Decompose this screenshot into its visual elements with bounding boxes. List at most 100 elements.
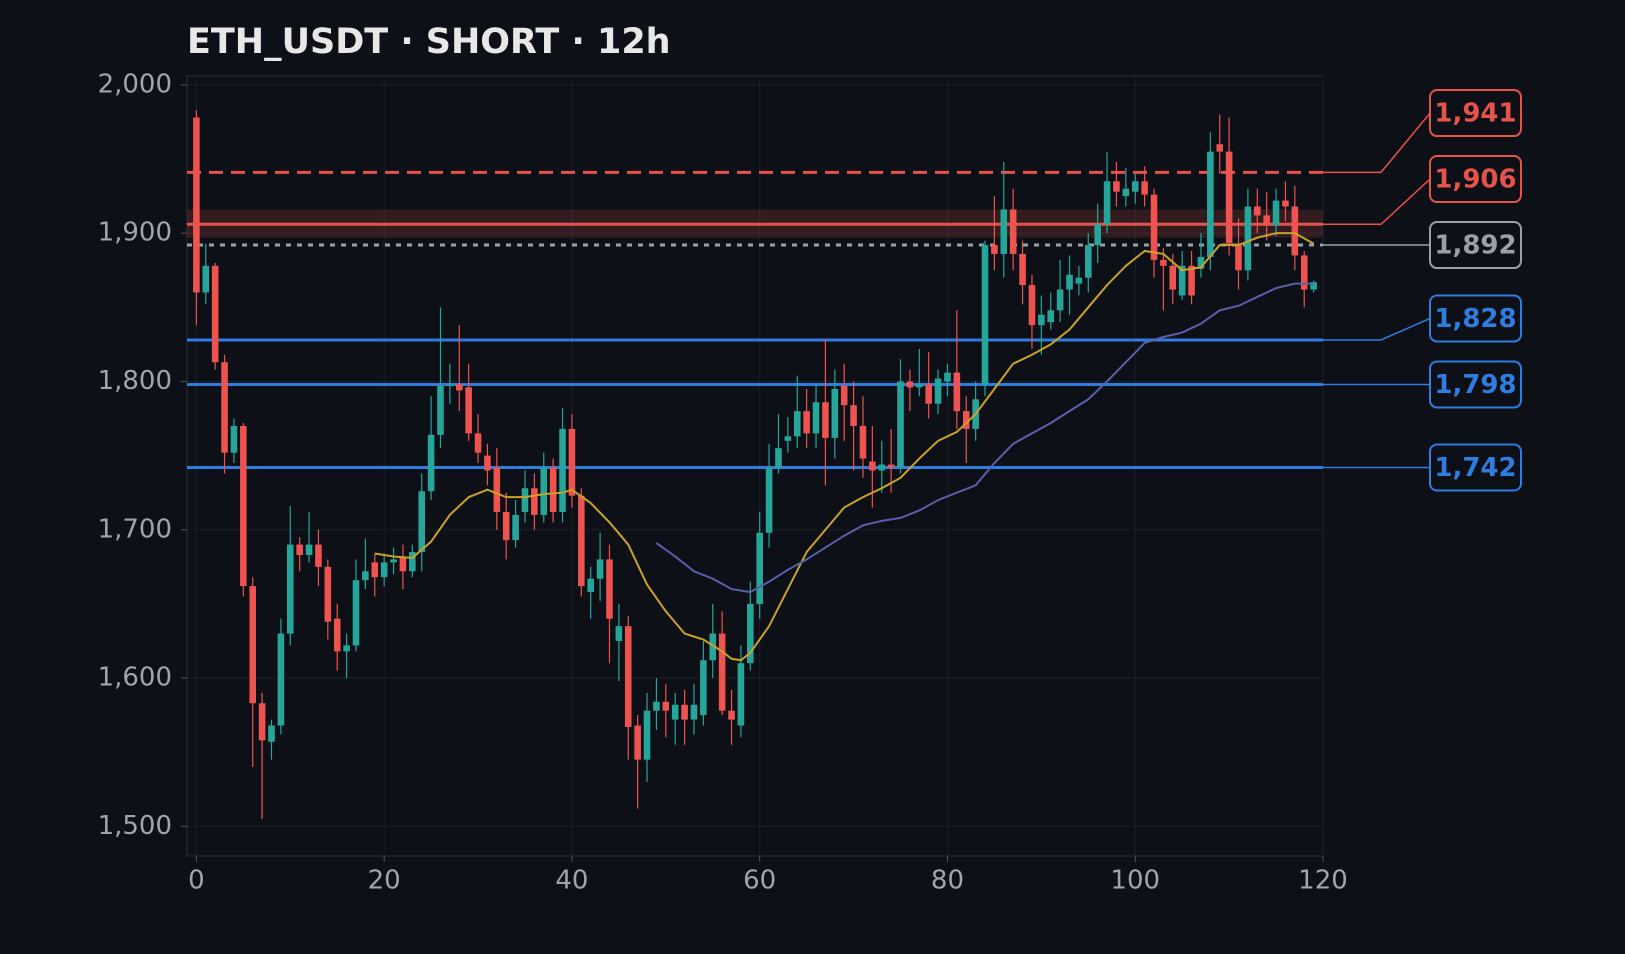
level-label: 1,798 bbox=[1434, 370, 1516, 400]
candle-body bbox=[512, 514, 519, 541]
candle-body bbox=[578, 495, 585, 587]
candle-body bbox=[1019, 253, 1026, 286]
level-label-box bbox=[1429, 443, 1522, 492]
candle-body bbox=[906, 381, 914, 388]
candle-body bbox=[277, 633, 285, 726]
candle-body bbox=[1047, 310, 1055, 323]
candle-body bbox=[1263, 215, 1270, 226]
y-tick-label: 1,700 bbox=[98, 514, 172, 544]
candle-body bbox=[531, 488, 538, 515]
candle-body bbox=[390, 559, 397, 563]
candle-body bbox=[484, 455, 491, 471]
candle-body bbox=[1131, 181, 1139, 192]
candle-body bbox=[1197, 256, 1205, 269]
candle-body bbox=[1094, 224, 1101, 246]
candle-body bbox=[1178, 265, 1186, 296]
candle-body bbox=[305, 544, 313, 555]
candle-body bbox=[549, 467, 557, 512]
candle-body bbox=[296, 544, 303, 555]
candle-body bbox=[690, 704, 698, 720]
y-tick-label: 1,800 bbox=[98, 366, 172, 396]
candle-body bbox=[615, 626, 623, 641]
candle-body bbox=[887, 464, 895, 468]
candle-body bbox=[465, 387, 472, 434]
candle-body bbox=[944, 372, 951, 382]
candle-body bbox=[418, 491, 425, 553]
level-label: 1,742 bbox=[1434, 453, 1516, 483]
candle-body bbox=[1160, 259, 1167, 266]
level-label-box bbox=[1429, 221, 1522, 270]
moving-average bbox=[374, 232, 1315, 662]
candle-body bbox=[1075, 277, 1083, 284]
candle-body bbox=[409, 552, 416, 572]
candle-body bbox=[596, 559, 604, 579]
level-connector bbox=[1323, 317, 1431, 341]
candle-body bbox=[258, 703, 266, 741]
candle-body bbox=[643, 710, 651, 760]
candle-body bbox=[756, 532, 763, 604]
y-tick-label: 1,500 bbox=[98, 811, 172, 841]
level-label-box bbox=[1429, 360, 1522, 409]
candle-body bbox=[775, 448, 782, 468]
level-label: 1,941 bbox=[1434, 99, 1516, 129]
candle-body bbox=[953, 372, 961, 412]
candle-body bbox=[193, 117, 200, 293]
candle-body bbox=[859, 425, 867, 459]
candle-body bbox=[1207, 151, 1214, 257]
level-label: 1,906 bbox=[1434, 165, 1516, 195]
candle-body bbox=[793, 411, 801, 437]
candle-body bbox=[1310, 282, 1317, 290]
candle-body bbox=[1028, 285, 1036, 326]
candle-body bbox=[897, 381, 904, 468]
candle-body bbox=[211, 265, 219, 363]
x-tick-label: 20 bbox=[368, 866, 401, 896]
candle-body bbox=[333, 618, 341, 652]
candle-body bbox=[784, 436, 792, 441]
candle-body bbox=[1272, 200, 1280, 226]
candle-body bbox=[822, 402, 829, 438]
y-tick-label: 2,000 bbox=[98, 69, 172, 99]
level-connector bbox=[1323, 112, 1431, 174]
level-label: 1,828 bbox=[1434, 304, 1516, 334]
candle-body bbox=[700, 660, 707, 716]
candle-body bbox=[249, 586, 257, 704]
candle-body bbox=[324, 566, 332, 622]
x-tick-label: 120 bbox=[1298, 866, 1348, 896]
candle-body bbox=[343, 645, 350, 652]
candle-body bbox=[681, 704, 688, 720]
candle-body bbox=[1225, 151, 1233, 244]
candle-body bbox=[202, 265, 210, 293]
candle-body bbox=[230, 425, 238, 453]
candle-body bbox=[493, 467, 501, 512]
candle-body bbox=[671, 704, 679, 720]
candle-body bbox=[991, 245, 998, 254]
candle-body bbox=[934, 378, 942, 404]
x-tick-label: 80 bbox=[931, 866, 964, 896]
candle-body bbox=[728, 710, 735, 720]
candle-body bbox=[352, 580, 360, 646]
moving-average bbox=[655, 282, 1314, 594]
candle-body bbox=[803, 411, 810, 434]
candle-body bbox=[1216, 144, 1224, 152]
candle-body bbox=[869, 461, 876, 471]
candle-body bbox=[718, 633, 726, 711]
candle-body bbox=[916, 384, 923, 388]
level-label: 1,892 bbox=[1434, 231, 1516, 261]
candle-body bbox=[521, 488, 529, 512]
candle-body bbox=[1009, 209, 1017, 254]
candle-body bbox=[286, 544, 294, 634]
x-tick-label: 0 bbox=[188, 866, 205, 896]
candle-body bbox=[1253, 206, 1261, 216]
candle-body bbox=[850, 405, 857, 426]
candle-body bbox=[1122, 188, 1130, 197]
candle-body bbox=[1085, 245, 1092, 278]
candle-body bbox=[540, 467, 548, 515]
candle-body bbox=[737, 663, 745, 726]
candle-body bbox=[1000, 209, 1008, 254]
candle-body bbox=[1103, 181, 1111, 225]
candle-body bbox=[747, 603, 754, 664]
candle-body bbox=[1300, 255, 1308, 290]
level-label-box bbox=[1429, 155, 1522, 204]
candle-body bbox=[1291, 206, 1299, 256]
candle-body bbox=[568, 428, 576, 496]
